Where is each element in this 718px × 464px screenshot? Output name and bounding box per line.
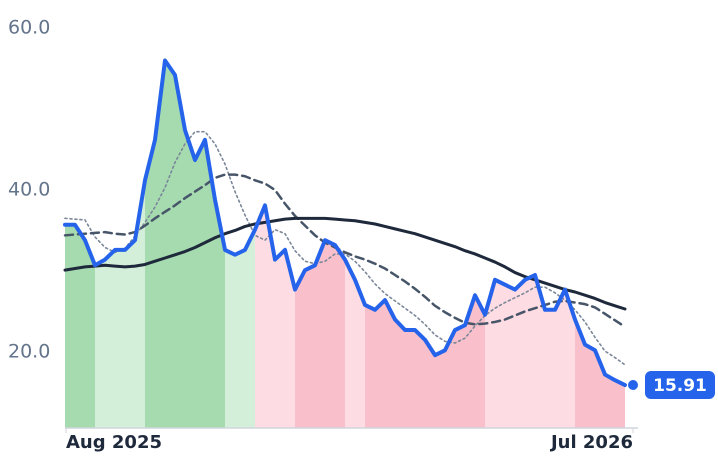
price-line [63, 58, 627, 388]
y-tick-label: 20.0 [8, 340, 50, 362]
band [145, 60, 225, 428]
value-badge [645, 371, 715, 400]
y-tick-label: 60.0 [8, 17, 50, 39]
band [65, 224, 95, 428]
x-tick-label: Aug 2025 [66, 432, 162, 453]
band [95, 180, 145, 428]
value-label: 15.91 [653, 376, 707, 396]
band [295, 240, 345, 428]
y-tick-label: 40.0 [8, 179, 50, 201]
band [225, 229, 255, 428]
band [255, 205, 295, 428]
average-line [64, 130, 626, 366]
last-point [628, 380, 638, 391]
band [345, 259, 365, 428]
band [365, 295, 485, 428]
x-tick-label: Jul 2026 [549, 432, 633, 453]
average-line [63, 173, 627, 329]
band [485, 275, 575, 428]
